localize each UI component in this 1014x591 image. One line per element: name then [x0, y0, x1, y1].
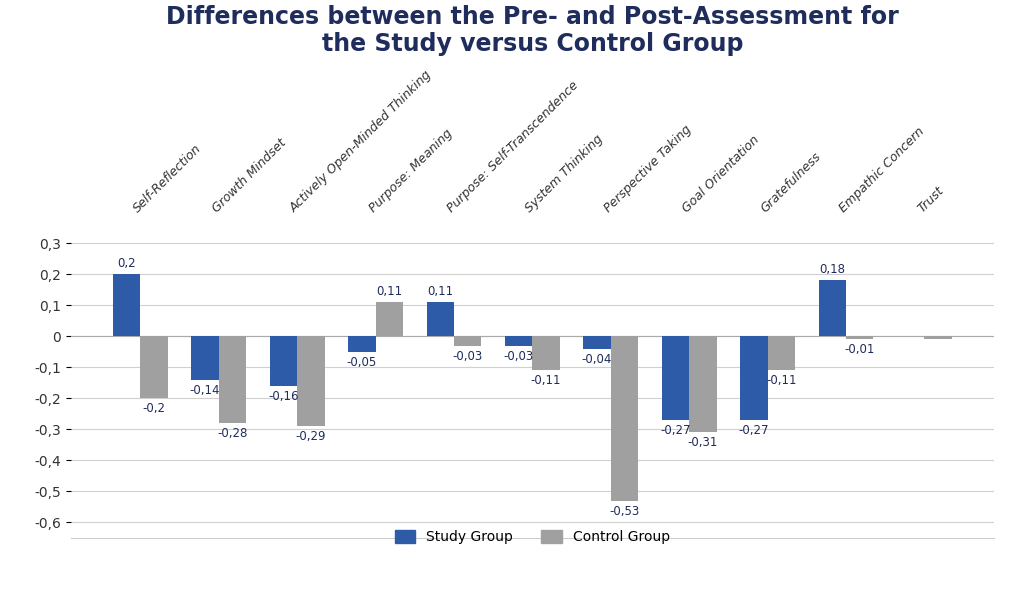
Bar	[454, 336, 482, 346]
Bar	[662, 336, 690, 420]
Bar	[219, 336, 246, 423]
Text: -0,03: -0,03	[504, 349, 533, 362]
Bar	[297, 336, 324, 426]
Bar	[192, 336, 219, 379]
Text: -0,16: -0,16	[268, 390, 299, 403]
Bar	[375, 302, 403, 336]
Text: -0,31: -0,31	[687, 436, 718, 449]
Bar	[690, 336, 717, 433]
Text: -0,27: -0,27	[738, 424, 769, 437]
Text: 0,11: 0,11	[376, 285, 403, 298]
Text: -0,11: -0,11	[530, 374, 562, 387]
Bar	[768, 336, 795, 371]
Bar	[610, 336, 638, 501]
Text: -0,11: -0,11	[766, 374, 797, 387]
Title: Differences between the Pre- and Post-Assessment for
the Study versus Control Gr: Differences between the Pre- and Post-As…	[166, 5, 898, 56]
Text: 0,18: 0,18	[819, 264, 846, 277]
Bar	[427, 302, 454, 336]
Text: -0,04: -0,04	[582, 353, 612, 366]
Bar	[818, 280, 846, 336]
Legend: Study Group, Control Group: Study Group, Control Group	[389, 525, 675, 550]
Text: -0,2: -0,2	[143, 402, 165, 415]
Bar	[740, 336, 768, 420]
Bar	[846, 336, 873, 339]
Bar	[583, 336, 610, 349]
Bar	[532, 336, 560, 371]
Text: -0,05: -0,05	[347, 356, 377, 369]
Text: -0,29: -0,29	[296, 430, 327, 443]
Text: -0,28: -0,28	[217, 427, 247, 440]
Bar	[348, 336, 375, 352]
Bar	[505, 336, 532, 346]
Text: -0,53: -0,53	[609, 505, 640, 518]
Bar	[270, 336, 297, 386]
Bar	[113, 274, 140, 336]
Bar	[925, 336, 952, 339]
Text: -0,27: -0,27	[660, 424, 691, 437]
Text: -0,14: -0,14	[190, 384, 220, 397]
Bar	[140, 336, 167, 398]
Text: -0,03: -0,03	[452, 349, 483, 362]
Text: -0,01: -0,01	[845, 343, 875, 356]
Text: 0,2: 0,2	[118, 257, 136, 270]
Text: 0,11: 0,11	[427, 285, 453, 298]
